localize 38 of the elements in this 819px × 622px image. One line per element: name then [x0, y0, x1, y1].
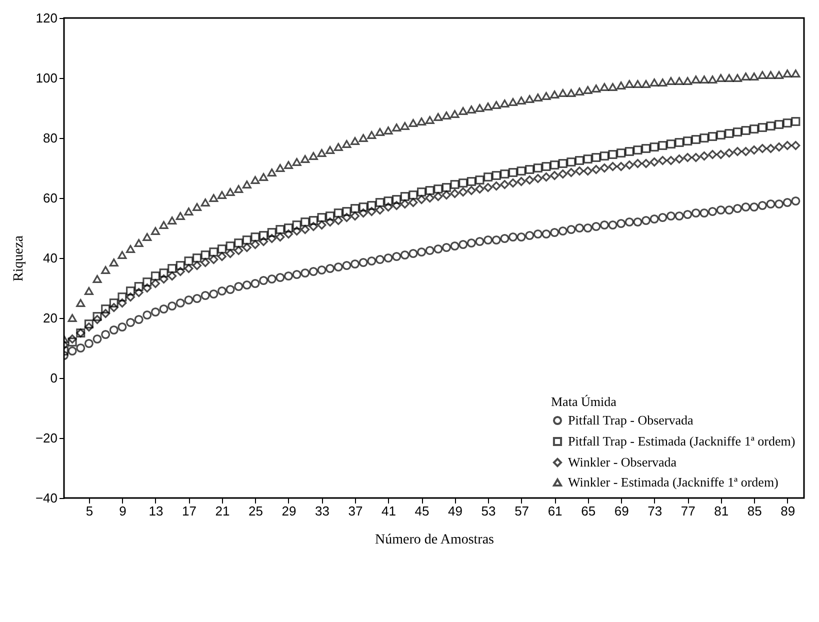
x-tick-label: 49	[448, 504, 463, 518]
y-tick-label: 120	[36, 10, 58, 26]
y-tick-label: 60	[43, 190, 58, 206]
x-tick-label: 41	[382, 504, 396, 518]
x-tick-label: 21	[215, 504, 230, 518]
x-axis-title: Número de Amostras	[375, 532, 494, 548]
x-tick-label: 17	[182, 504, 196, 518]
x-tick-label: 69	[614, 504, 629, 518]
x-tick-label: 81	[714, 504, 729, 518]
y-tick-label: 100	[36, 70, 58, 86]
x-tick-label: 5	[86, 504, 94, 518]
x-tick-label: 25	[248, 504, 263, 518]
legend-title: Mata Úmida	[551, 394, 617, 409]
x-tick-label: 61	[548, 504, 562, 518]
x-tick-label: 77	[680, 504, 696, 518]
x-tick-label: 45	[414, 504, 430, 518]
y-axis-title: Riqueza	[11, 234, 26, 282]
y-tick-label: −40	[35, 490, 58, 506]
y-tick-label: 0	[50, 370, 58, 386]
y-tick-label: −20	[35, 430, 58, 446]
x-tick-label: 73	[648, 504, 662, 518]
x-tick-label: 13	[148, 504, 164, 518]
x-tick-label: 89	[780, 504, 796, 518]
y-tick-label: 80	[43, 130, 58, 146]
legend-label: Winkler - Estimada (Jackniffe 1ª ordem)	[568, 474, 778, 490]
x-tick-label: 33	[315, 504, 330, 518]
x-tick-label: 57	[514, 504, 530, 518]
y-tick-label: 20	[43, 310, 58, 326]
x-tick-label: 37	[348, 504, 363, 518]
x-tick-label: 9	[119, 504, 126, 518]
legend-label: Pitfall Trap - Observada	[568, 412, 694, 428]
x-tick-label: 65	[581, 504, 596, 518]
x-tick-label: 29	[282, 504, 296, 518]
legend-label: Pitfall Trap - Estimada (Jackniffe 1ª ordem)	[568, 434, 796, 448]
y-tick-label: 40	[43, 250, 58, 266]
legend-label: Winkler - Observada	[568, 454, 677, 470]
x-tick-label: 85	[747, 504, 762, 518]
x-tick-label: 53	[481, 504, 496, 518]
